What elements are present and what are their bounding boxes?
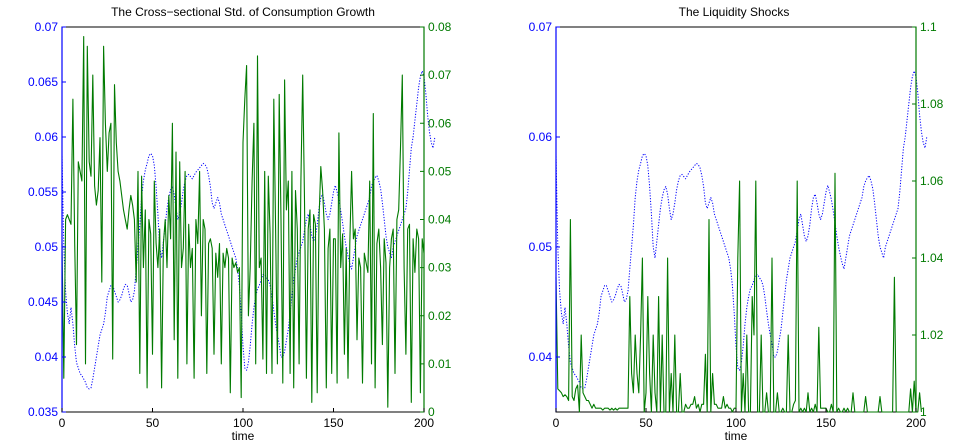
series-right-solid — [61, 36, 425, 408]
chart-title: The Cross−sectional Std. of Consumption … — [111, 5, 375, 19]
y-right-tick-label: 0.04 — [428, 213, 452, 227]
y-right-tick-label: 1.06 — [920, 174, 944, 188]
x-tick-label: 50 — [639, 416, 653, 430]
y-right-tick-label: 0 — [428, 405, 435, 419]
chart-liquidity-shocks: The Liquidity Shocks 0 50 100 150 200 0.04 0.0… — [529, 5, 944, 443]
y-left-tick-label: 0.07 — [35, 20, 59, 34]
y-left-tick-label: 0.07 — [529, 20, 553, 34]
x-axis-label: time — [725, 429, 748, 443]
y-left-tick-label: 0.04 — [529, 350, 553, 364]
x-axis-label: time — [232, 429, 255, 443]
series-left-dotted — [61, 70, 436, 390]
y-right-tick-label: 0.03 — [428, 261, 452, 275]
x-tick-label: 150 — [816, 416, 836, 430]
y-left-tick-label: 0.055 — [28, 185, 58, 199]
series-right-solid — [555, 172, 922, 413]
x-tick-label: 0 — [59, 416, 66, 430]
plot-area — [555, 26, 917, 413]
x-tick-label: 0 — [553, 416, 560, 430]
y-right-tick-label: 0.06 — [428, 116, 452, 130]
y-right-tick-label: 0.02 — [428, 309, 452, 323]
y-left-tick-label: 0.06 — [529, 130, 553, 144]
y-right-tick-label: 0.05 — [428, 164, 452, 178]
x-tick-label: 50 — [146, 416, 160, 430]
y-right-tick-label: 1 — [920, 405, 927, 419]
chart-title: The Liquidity Shocks — [679, 5, 790, 19]
chart-consumption-growth-std: The Cross−sectional Std. of Consumption … — [28, 5, 452, 443]
y-left-tick-label: 0.04 — [35, 350, 59, 364]
y-right-tick-label: 0.07 — [428, 68, 452, 82]
y-left-tick-label: 0.035 — [28, 405, 58, 419]
y-left-tick-label: 0.05 — [35, 240, 59, 254]
x-tick-label: 200 — [414, 416, 434, 430]
x-tick-label: 100 — [726, 416, 746, 430]
y-right-tick-label: 1.04 — [920, 251, 944, 265]
y-left-tick-label: 0.045 — [28, 295, 58, 309]
x-tick-label: 150 — [323, 416, 343, 430]
y-right-tick-label: 0.01 — [428, 357, 452, 371]
x-tick-label: 200 — [906, 416, 926, 430]
y-left-tick-label: 0.05 — [529, 240, 553, 254]
y-right-tick-label: 1.02 — [920, 328, 944, 342]
y-left-tick-label: 0.06 — [35, 130, 59, 144]
y-left-tick-label: 0.065 — [28, 75, 58, 89]
y-right-tick-label: 0.08 — [428, 20, 452, 34]
y-right-tick-label: 1.1 — [920, 20, 937, 34]
x-tick-label: 100 — [233, 416, 253, 430]
y-right-tick-label: 1.08 — [920, 97, 944, 111]
